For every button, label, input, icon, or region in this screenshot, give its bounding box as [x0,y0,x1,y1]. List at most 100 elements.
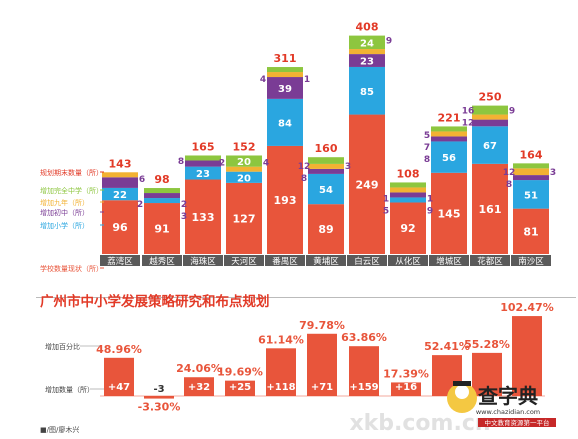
category-label-3: 天河区 [231,256,257,267]
segment-label-existing-10: 81 [523,225,538,238]
pct-label-7: 17.39% [383,367,429,380]
segment-label-existing-3: 127 [233,212,256,225]
segment-label-nine-year-3: 20 [237,157,251,168]
bar-segment-primary-10 [513,180,549,209]
brand-logo-cap [453,381,471,386]
count-label-5: +71 [311,382,333,393]
category-band-2 [183,255,223,266]
bar-segment-complete-8 [431,131,467,137]
category-band-10 [511,255,551,266]
bar-segment-primary-3 [226,171,262,183]
segment-label-primary-5: 54 [319,185,333,196]
bar-segment-nine-year-5 [308,157,344,164]
brand-sub: www.chazidian.com [476,408,540,416]
segment-label-existing-8: 145 [438,207,461,220]
category-band-8 [429,255,469,266]
pct-label-1: -3.30% [138,401,181,414]
bar-segment-middle-8 [431,136,467,142]
bar-segment-nine-year-6 [349,35,385,50]
bar-segment-nine-year-2 [185,155,221,161]
bar-segment-existing-5 [308,204,344,254]
bar-segment-nine-year-3 [226,155,262,167]
category-band-9 [470,255,510,266]
side-label-23: 12 [503,168,516,178]
segment-label-middle-6: 23 [360,57,374,68]
side-label-4: 8 [178,157,184,167]
total-label-0: 143 [109,157,132,170]
side-label-22: 12 [462,119,475,129]
bar-segment-primary-5 [308,173,344,205]
side-label-19: 8 [424,155,430,165]
bar-segment-existing-6 [349,114,385,254]
category-label-2: 海珠区 [190,256,216,267]
side-label-21: 9 [509,107,515,117]
count-label-2: +32 [188,382,210,393]
bar-segment-middle-10 [513,175,549,181]
bar-segment-complete-7 [390,187,426,193]
side-label-18: 7 [424,143,430,153]
bar-segment-existing-10 [513,208,549,254]
side-label-16: 9 [427,207,433,217]
brand-tagline: 中文教育资源第一平台 [485,418,550,427]
pct-label-0: 48.96% [96,343,142,356]
bar-segment-existing-3 [226,182,262,254]
pct-bar-3 [225,380,255,396]
bar-segment-nine-year-10 [513,163,549,169]
pct-bar-10 [512,316,542,396]
side-label-8: 1 [304,75,310,85]
bar-segment-complete-9 [472,114,508,120]
segment-label-existing-4: 193 [274,194,297,207]
total-label-5: 160 [315,142,338,155]
bar-segment-nine-year-8 [431,126,467,132]
category-label-0: 荔湾区 [107,256,133,267]
bar-segment-complete-10 [513,168,549,176]
total-label-6: 408 [356,21,379,34]
side-label-24: 3 [550,168,556,178]
bar-segment-middle-9 [472,119,508,127]
legend-top-label-0: 规划期末数量（所） [40,168,103,177]
side-label-11: 3 [345,162,351,172]
segment-label-existing-1: 91 [154,223,169,236]
total-label-4: 311 [274,52,297,65]
bar-segment-complete-3 [226,166,262,172]
segment-label-primary-2: 23 [196,169,210,180]
side-label-15: 5 [383,207,389,217]
bar-segment-nine-year-9 [472,105,508,115]
bar-segment-complete-5 [308,163,344,169]
bar-segment-existing-7 [390,202,426,254]
count-label-0: +47 [108,382,130,393]
bar-segment-existing-4 [267,145,303,254]
bar-segment-middle-2 [185,160,221,167]
side-label-6: 4 [263,159,269,169]
bar-segment-middle-5 [308,168,344,174]
segment-label-primary-3: 20 [237,173,251,184]
count-label-7: +16 [395,382,417,393]
side-label-25: 8 [506,180,512,190]
count-label-1: -3 [153,384,164,395]
pct-label-5: 79.78% [299,319,345,332]
bar-segment-complete-6 [349,49,385,55]
pct-label-10: 102.47% [500,301,553,314]
pct-bar-1 [144,396,174,399]
category-band-0 [100,255,140,266]
brand-logo-face [455,385,469,399]
bar-segment-primary-4 [267,98,303,146]
credit: ■/图/廖木兴 [40,425,79,434]
segment-label-middle-4: 39 [278,84,292,95]
bar-segment-existing-1 [144,203,180,254]
pct-bar-9 [472,352,502,396]
bar-segment-middle-0 [102,177,138,188]
bar-segment-primary-8 [431,141,467,173]
category-label-1: 越秀区 [149,256,175,267]
category-band-5 [306,255,346,266]
pct-label-9: 55.28% [464,338,510,351]
bar-segment-existing-8 [431,172,467,254]
pct-label-3: 19.69% [217,366,263,379]
segment-label-primary-8: 56 [442,153,456,164]
total-label-2: 165 [192,140,215,153]
category-label-8: 增城区 [436,256,462,267]
segment-label-primary-10: 51 [524,190,538,201]
segment-label-existing-7: 92 [400,222,415,235]
